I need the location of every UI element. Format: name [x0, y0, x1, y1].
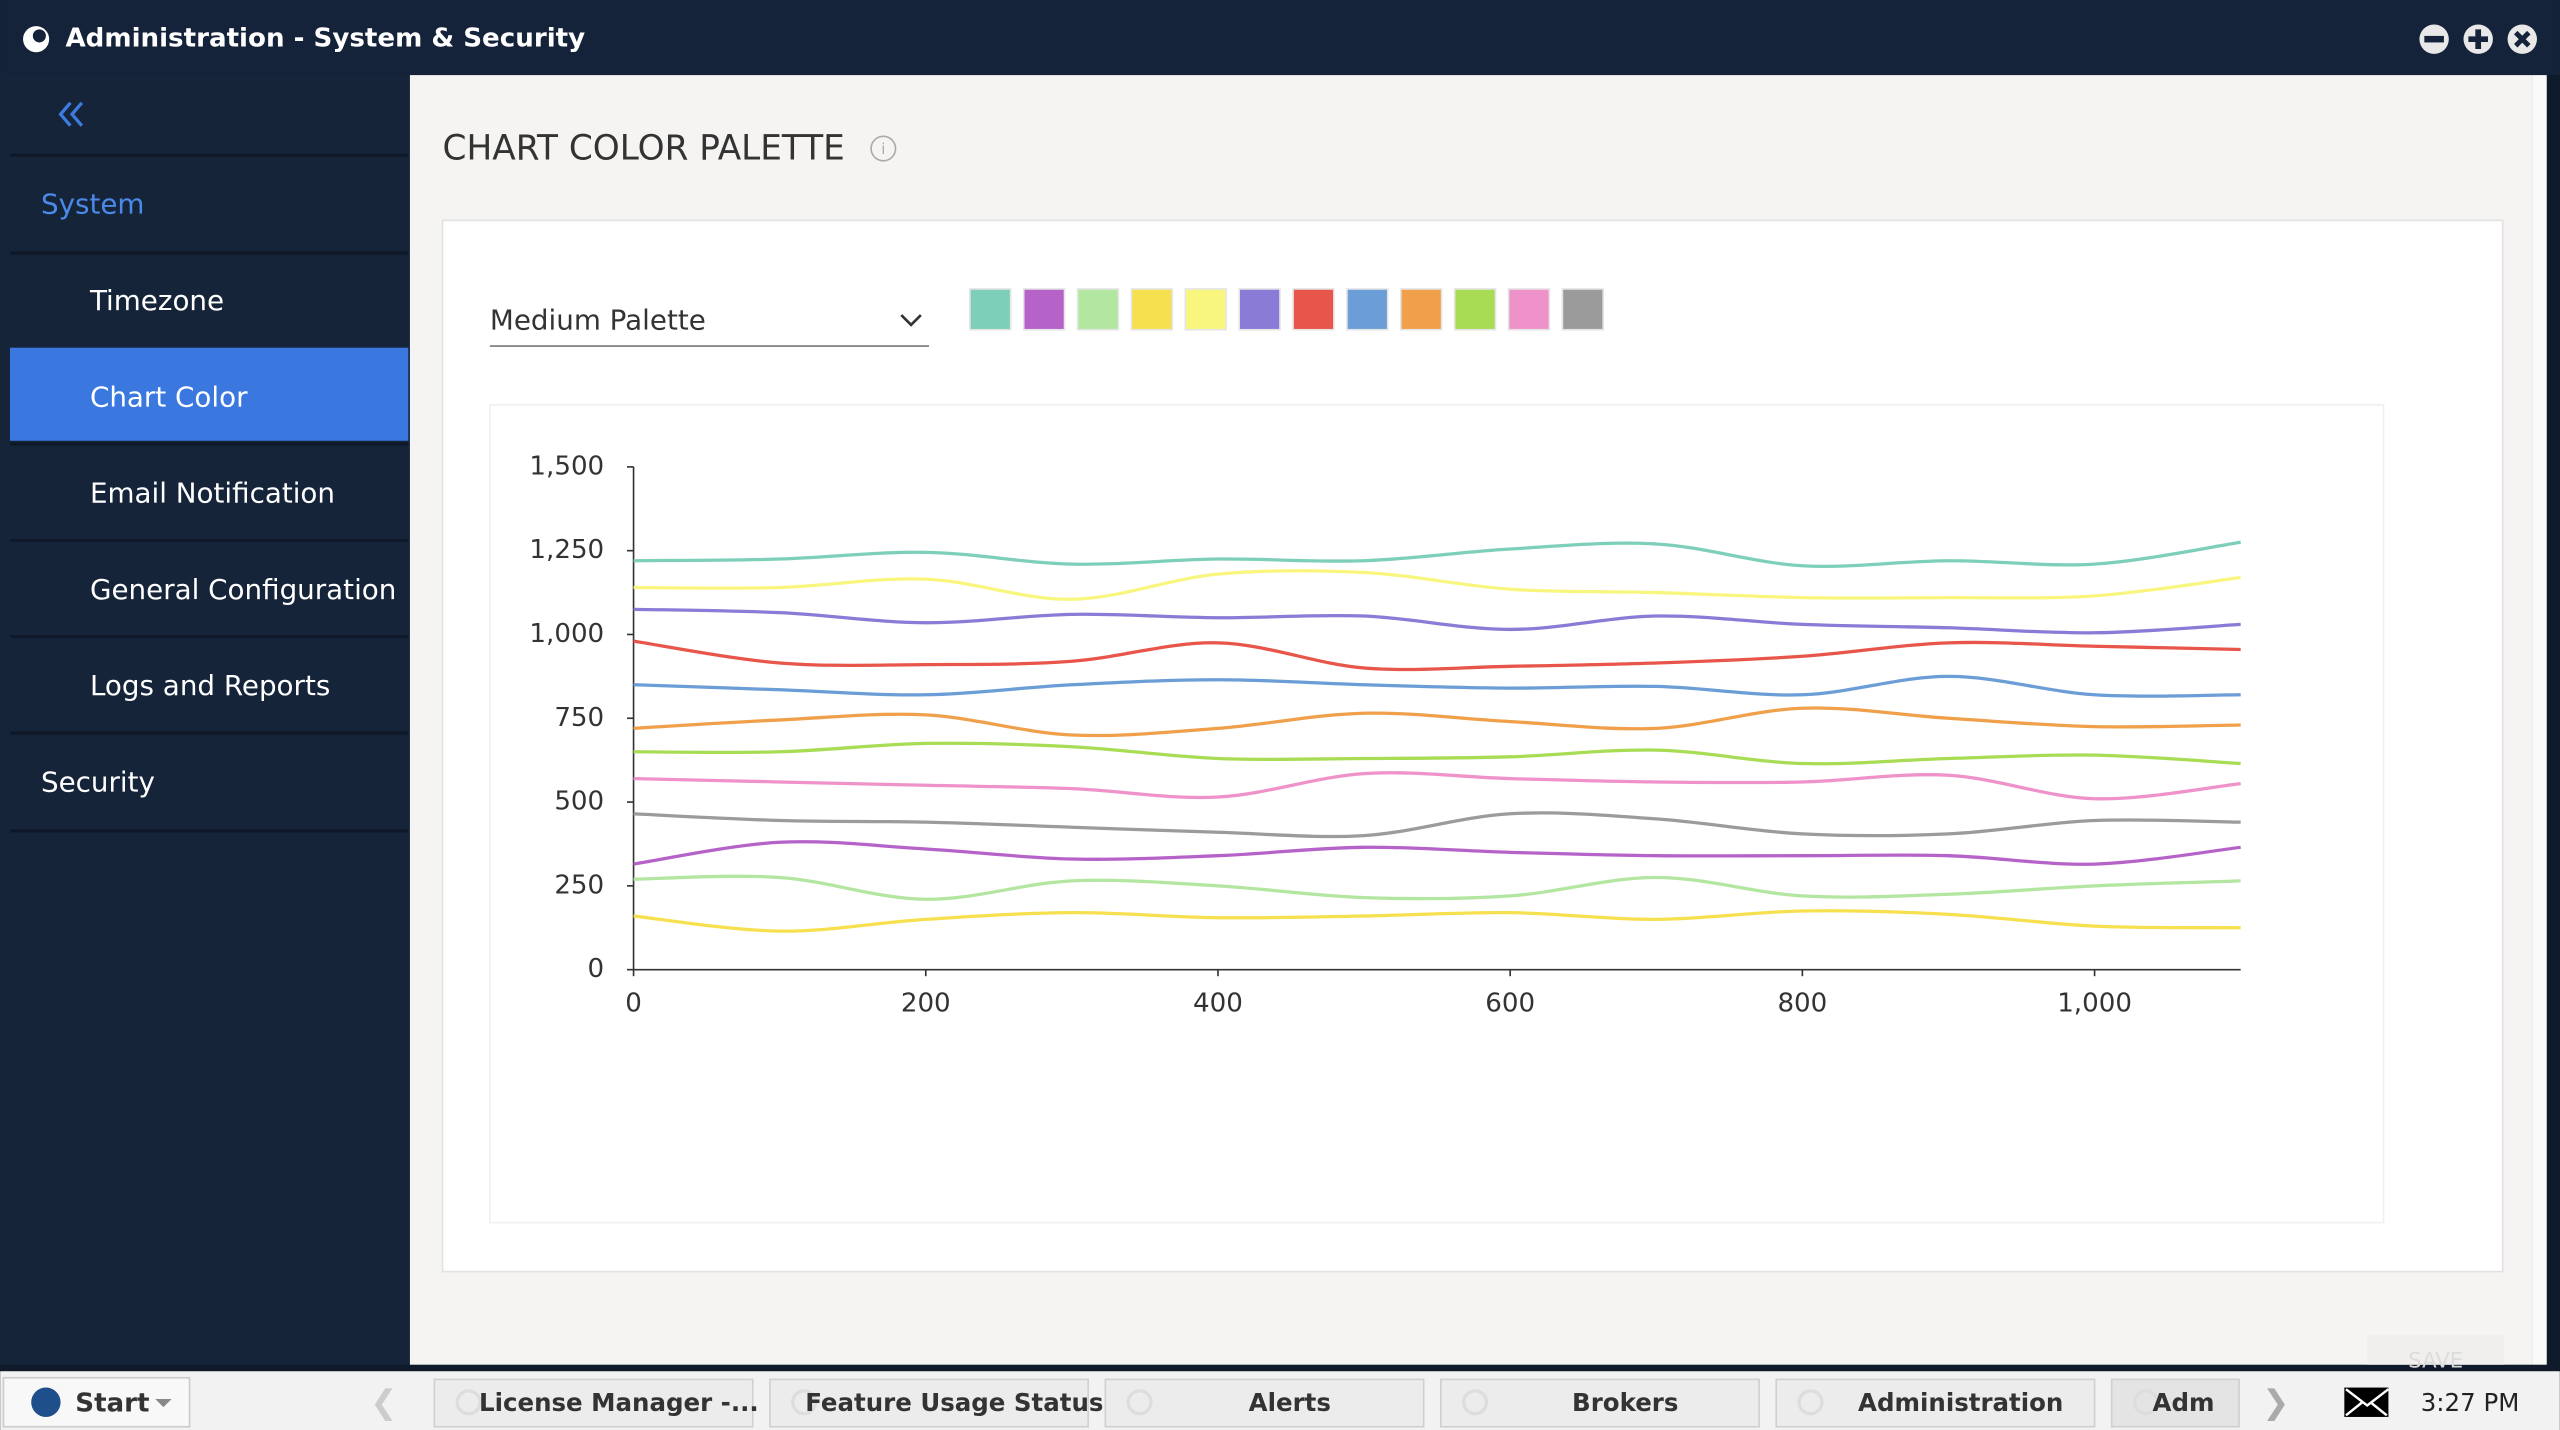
maximize-glyph: [2468, 29, 2488, 49]
save-button[interactable]: [2367, 1335, 2505, 1365]
series-line: [633, 569, 2241, 601]
info-glyph: i: [881, 141, 885, 158]
y-tick-label: 750: [554, 703, 604, 733]
task-label: Alerts: [1249, 1388, 1331, 1417]
clock: 3:27 PM: [2421, 1388, 2520, 1417]
scrollbar[interactable]: [2532, 75, 2547, 1365]
menu-item[interactable]: General Configuration: [90, 573, 396, 606]
app-icon-inner: [32, 29, 46, 43]
swatch[interactable]: [969, 288, 1012, 331]
series-line: [633, 771, 2241, 801]
series-line: [633, 840, 2241, 866]
task-scroll-right[interactable]: ❯: [2262, 1383, 2289, 1421]
task-button[interactable]: [1104, 1378, 1425, 1428]
task-button[interactable]: [1439, 1378, 1760, 1428]
task-icon: [1126, 1389, 1153, 1416]
task-button[interactable]: [433, 1378, 754, 1428]
task-label: Feature Usage Status: [805, 1388, 1103, 1417]
sidebar: [0, 75, 410, 1365]
series-line: [633, 639, 2241, 672]
series-line: [633, 874, 2241, 901]
series-line: [633, 674, 2241, 698]
x-tick-label: 600: [1485, 988, 1535, 1018]
x-tick-label: 800: [1777, 988, 1827, 1018]
series-line: [633, 540, 2241, 569]
swatch[interactable]: [1453, 288, 1497, 331]
series-line: [633, 741, 2241, 766]
minimize-glyph: [2424, 35, 2444, 43]
y-tick-label: 250: [554, 870, 604, 900]
task-label: Administration: [1858, 1388, 2063, 1417]
save-label: SAVE: [2408, 1348, 2463, 1373]
task-icon: [791, 1389, 818, 1416]
y-tick-label: 1,250: [529, 535, 604, 565]
start-arrow: [155, 1398, 172, 1408]
mail-glyph: [2345, 1388, 2390, 1417]
page-heading: CHART COLOR PALETTE: [443, 129, 845, 169]
swatch[interactable]: [1022, 288, 1066, 331]
y-tick-label: 1,000: [529, 619, 604, 649]
task-button[interactable]: [769, 1378, 1090, 1428]
y-tick-label: 0: [588, 954, 605, 984]
title-bar: [0, 0, 2560, 76]
menu-item[interactable]: Email Notification: [90, 477, 335, 510]
swatch[interactable]: [1561, 288, 1605, 331]
sidebar-menu: System Timezone Chart Color Email Notificat…: [9, 188, 409, 833]
swatch[interactable]: [1076, 288, 1120, 331]
series-line: [633, 706, 2241, 738]
swatch[interactable]: [1184, 288, 1227, 331]
task-icon: [2132, 1389, 2160, 1416]
task-button[interactable]: [2110, 1378, 2240, 1428]
menu-item[interactable]: System: [41, 188, 144, 221]
info-icon[interactable]: [870, 135, 897, 162]
task-icon: [1462, 1389, 1489, 1416]
task-list: License Manager -... Feature Usage Status…: [433, 1378, 2240, 1428]
swatches: [969, 288, 1605, 331]
chart-area: [489, 404, 2385, 1224]
menu-item[interactable]: Chart Color: [90, 380, 248, 413]
task-button[interactable]: [1775, 1378, 2096, 1428]
series-line: [633, 607, 2241, 635]
dropdown-arrow: [900, 314, 922, 327]
task-label: Adm: [2153, 1388, 2215, 1417]
task-icon: [455, 1389, 482, 1416]
swatch[interactable]: [1292, 288, 1335, 331]
task-scroll-left[interactable]: ❮: [370, 1383, 397, 1421]
task-label: License Manager -...: [479, 1388, 759, 1417]
series-line: [633, 811, 2241, 839]
collapse-button[interactable]: [58, 101, 84, 127]
menu-item-selected: [9, 347, 409, 441]
swatch[interactable]: [1238, 288, 1281, 331]
window-buttons: [2419, 24, 2537, 54]
menu-item[interactable]: Security: [41, 766, 155, 799]
x-tick-label: 1,000: [2057, 988, 2132, 1018]
chart: 0 250 500 750 1,000 1,250 1,500 0 200 400 600 800 1,…: [529, 451, 2241, 1018]
close-glyph: [2514, 30, 2531, 48]
x-tick-label: 200: [901, 988, 951, 1018]
start-icon: [31, 1387, 61, 1417]
task-label: Brokers: [1572, 1388, 1678, 1417]
swatch[interactable]: [1130, 288, 1174, 331]
y-tick-label: 500: [554, 787, 604, 817]
swatch[interactable]: [1346, 288, 1389, 331]
start-label: Start: [75, 1388, 149, 1418]
y-tick-label: 1,500: [529, 451, 604, 481]
palette-dropdown[interactable]: Medium Palette: [490, 304, 706, 337]
swatch[interactable]: [1507, 288, 1551, 331]
menu-item[interactable]: Logs and Reports: [90, 669, 330, 702]
x-tick-label: 400: [1193, 988, 1243, 1018]
task-icon: [1797, 1389, 1824, 1416]
swatch[interactable]: [1399, 288, 1443, 331]
menu-item[interactable]: Timezone: [89, 284, 224, 317]
window-title: Administration - System & Security: [65, 24, 585, 54]
x-tick-label: 0: [625, 988, 642, 1018]
series-line: [633, 909, 2241, 933]
